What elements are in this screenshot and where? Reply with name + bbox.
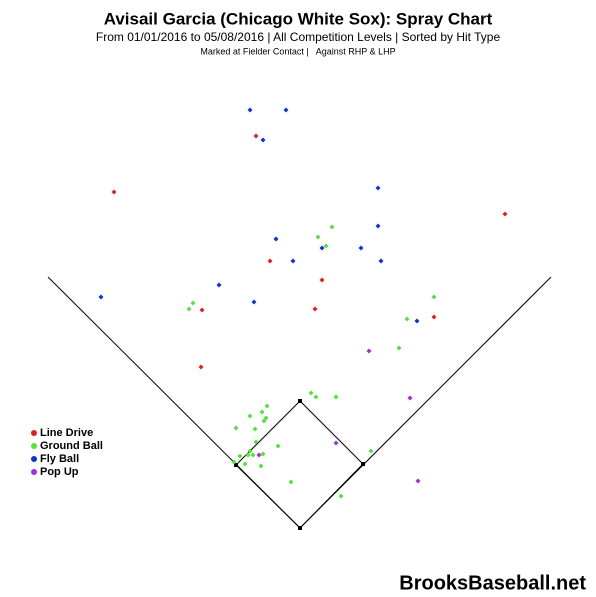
point	[98, 294, 104, 300]
point	[407, 395, 413, 401]
base	[298, 399, 302, 403]
point	[431, 314, 437, 320]
legend-label: Fly Ball	[40, 453, 79, 465]
point	[247, 107, 253, 113]
point	[273, 236, 279, 242]
point	[231, 459, 237, 465]
point	[396, 345, 402, 351]
chart-subtitle: From 01/01/2016 to 05/08/2016 | All Comp…	[96, 30, 501, 44]
point	[242, 461, 248, 467]
point	[333, 440, 339, 446]
point	[256, 452, 262, 458]
point	[502, 211, 508, 217]
point	[312, 306, 318, 312]
point	[358, 245, 364, 251]
point	[319, 277, 325, 283]
legend-marker	[31, 456, 37, 462]
point	[414, 318, 420, 324]
point	[415, 478, 421, 484]
point	[216, 282, 222, 288]
point	[375, 185, 381, 191]
point	[252, 426, 258, 432]
point	[199, 307, 205, 313]
point	[186, 306, 192, 312]
point	[253, 439, 259, 445]
legend-label: Line Drive	[40, 427, 93, 439]
point	[338, 493, 344, 499]
legend-label: Pop Up	[40, 466, 79, 478]
point	[431, 294, 437, 300]
point	[247, 448, 253, 454]
point	[111, 189, 117, 195]
point	[288, 479, 294, 485]
point	[319, 245, 325, 251]
bases	[234, 399, 365, 530]
base	[298, 526, 302, 530]
point	[253, 133, 259, 139]
legend-marker	[31, 469, 37, 475]
chart-title: Avisail Garcia (Chicago White Sox): Spra…	[104, 9, 493, 28]
point	[378, 258, 384, 264]
point	[375, 223, 381, 229]
point	[198, 364, 204, 370]
point	[404, 316, 410, 322]
point	[260, 451, 266, 457]
point	[250, 452, 256, 458]
point	[283, 107, 289, 113]
point	[237, 453, 243, 459]
legend-marker	[31, 430, 37, 436]
point	[260, 137, 266, 143]
point	[267, 258, 273, 264]
point	[245, 452, 251, 458]
point	[329, 224, 335, 230]
point	[315, 234, 321, 240]
point	[258, 463, 264, 469]
point	[259, 409, 265, 415]
point	[368, 448, 374, 454]
watermark: BrooksBaseball.net	[399, 572, 586, 594]
point	[251, 299, 257, 305]
point	[247, 413, 253, 419]
point	[313, 394, 319, 400]
point	[264, 403, 270, 409]
point	[233, 425, 239, 431]
point	[190, 300, 196, 306]
point	[308, 390, 314, 396]
point	[323, 243, 329, 249]
point	[261, 418, 267, 424]
point	[333, 394, 339, 400]
chart-note: Marked at Fielder Contact | Against RHP …	[200, 46, 395, 56]
legend-marker	[31, 443, 37, 449]
base	[361, 462, 365, 466]
point	[290, 258, 296, 264]
legend-label: Ground Ball	[40, 440, 103, 452]
base	[234, 463, 238, 467]
point	[366, 348, 372, 354]
infield-diamond	[235, 400, 364, 529]
point	[275, 443, 281, 449]
